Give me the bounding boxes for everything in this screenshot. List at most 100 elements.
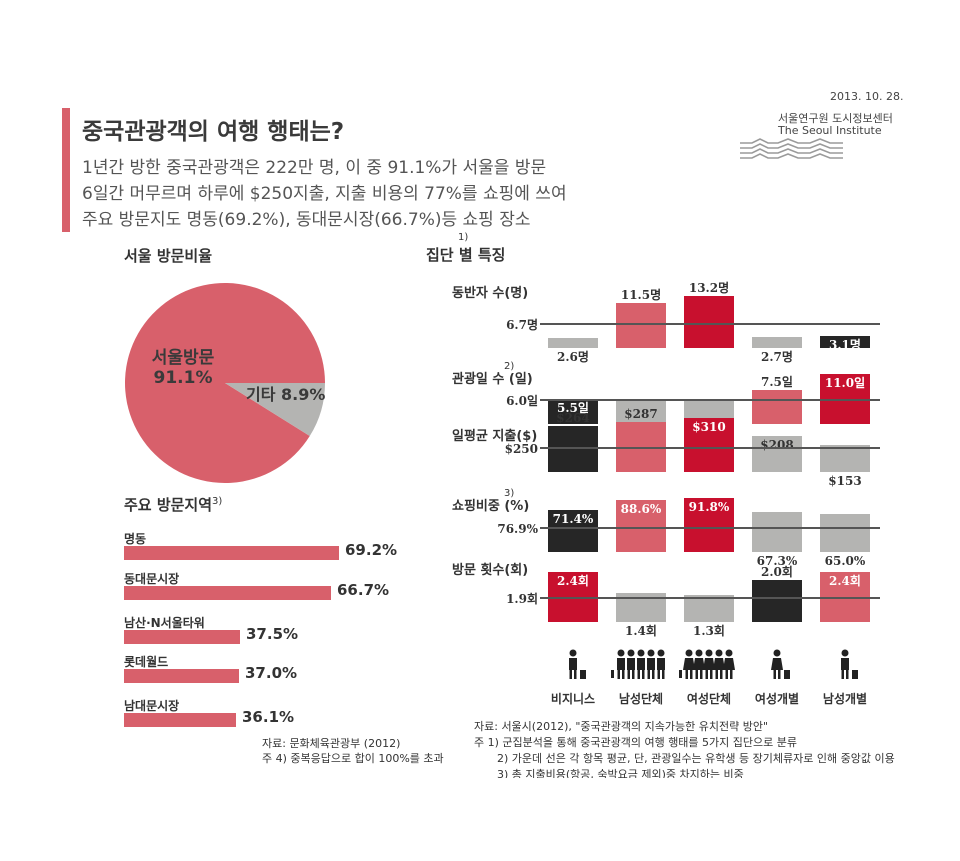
group-label-0: 비지니스 — [551, 691, 595, 706]
district-value-0: 69.2% — [345, 541, 398, 559]
metric-1-label-3: 7.5일 — [761, 375, 793, 389]
metric-3-bar-1 — [616, 500, 666, 552]
metric-0-label-0: 2.6명 — [557, 350, 589, 364]
metric-average-label-4: 1.9회 — [506, 591, 538, 606]
group-label-3: 여성개별 — [755, 691, 799, 706]
group-label-4: 남성개별 — [823, 691, 867, 706]
institute-name-en: The Seoul Institute — [778, 124, 882, 137]
metric-3-label-3: 67.3% — [757, 554, 798, 568]
district-value-1: 66.7% — [337, 581, 390, 599]
metric-average-label-2: $250 — [505, 442, 538, 456]
pie-slice-other — [225, 383, 325, 437]
metric-1-label-4: 11.0일 — [825, 376, 865, 390]
metric-title-2: 일평균 지출($) — [452, 428, 537, 444]
pie-label-seoul: 서울방문 91.1% — [138, 343, 228, 388]
seoul-institute-logo — [740, 138, 843, 159]
compare-section-title: 집단 별 특징 — [426, 244, 505, 265]
pie-label-other-value: 8.9% — [281, 385, 326, 404]
metric-title-0: 동반자 수(명) — [452, 285, 528, 301]
district-name-0: 명동 — [124, 532, 147, 546]
metric-4-label-2: 1.3회 — [693, 623, 725, 638]
title-accent-bar — [62, 108, 70, 232]
pie-section-title: 서울 방문비율 — [124, 247, 213, 265]
districts-section-title: 주요 방문지역3) — [124, 494, 222, 515]
metric-4-bar-3 — [752, 580, 802, 622]
metric-2-bar-4 — [820, 445, 870, 472]
page-title: 중국관광객의 여행 행태는? — [82, 119, 345, 145]
metric-3-bar-3 — [752, 512, 802, 552]
metric-4-label-1: 1.4회 — [625, 623, 657, 638]
metric-3-label-4: 65.0% — [825, 554, 866, 568]
metric-3-label-2: 91.8% — [689, 500, 730, 514]
right-footnote-3: 3) 총 지출비용(항공, 숙박요금 제외)중 차지하는 비중 — [497, 768, 744, 778]
male-individual-icon — [841, 649, 858, 679]
metric-2-label-2: $310 — [692, 420, 725, 434]
metric-title-1: 관광일 수 (일) — [452, 371, 533, 387]
institute-name-ko: 서울연구원 도시정보센터 — [778, 112, 893, 125]
metric-footnote-3: 3) — [504, 488, 514, 499]
metric-3-label-1: 88.6% — [621, 502, 662, 516]
right-footnote-2: 2) 가운데 선은 각 항목 평균, 단, 관광일수는 유학생 등 장기체류자로… — [497, 752, 895, 765]
date-label: 2013. 10. 28. — [830, 90, 904, 103]
district-value-4: 36.1% — [242, 708, 295, 726]
district-bar-0 — [124, 546, 339, 560]
district-value-2: 37.5% — [246, 625, 299, 643]
metric-3-bar-0 — [548, 510, 598, 552]
group-label-2: 여성단체 — [687, 691, 731, 706]
metric-4-label-4: 2.4회 — [829, 573, 861, 588]
district-bar-3 — [124, 669, 239, 683]
district-bar-4 — [124, 713, 236, 727]
pie-slice-seoul — [124, 283, 325, 483]
metric-4-label-3: 2.0회 — [761, 564, 793, 579]
metric-0-label-3: 2.7명 — [761, 350, 793, 364]
district-bar-2 — [124, 630, 240, 644]
left-source-note: 자료: 문화체육관광부 (2012) — [262, 737, 401, 750]
district-name-2: 남산·N서울타워 — [124, 616, 205, 630]
female-individual-icon — [771, 649, 790, 679]
metric-2-bar-3 — [752, 436, 802, 472]
business-person-icon — [569, 649, 586, 679]
metric-0-bar-2 — [684, 296, 734, 348]
metric-title-4: 방문 횟수(회) — [452, 562, 528, 578]
metric-0-bar-0 — [548, 338, 598, 348]
right-source-note: 자료: 서울시(2012), "중국관광객의 지속가능한 유치전략 방안" — [474, 720, 769, 733]
pie-label-seoul-value: 91.1% — [153, 368, 213, 388]
left-footnote: 주 4) 중복응답으로 합이 100%를 초과 — [262, 752, 444, 765]
district-value-3: 37.0% — [245, 664, 298, 682]
metric-4-bar-2 — [684, 595, 734, 622]
metric-1-label-0: 5.5일 — [557, 401, 589, 415]
metric-footnote-1: 2) — [504, 361, 514, 372]
metric-3-bar-4 — [820, 514, 870, 552]
pie-label-other: 기타 8.9% — [246, 381, 325, 405]
metric-1-bar-3 — [752, 390, 802, 424]
seoul-visit-pie-chart — [124, 283, 325, 483]
metric-0-bar-4 — [820, 336, 870, 348]
district-name-4: 남대문시장 — [124, 699, 180, 713]
pie-label-other-name: 기타 — [246, 385, 276, 404]
metric-0-label-1: 11.5명 — [621, 288, 661, 302]
metric-3-label-0: 71.4% — [553, 512, 594, 526]
metric-1-bar-1 — [616, 401, 666, 424]
metric-0-bar-1 — [616, 303, 666, 348]
metric-0-label-2: 13.2명 — [689, 281, 729, 295]
district-name-3: 롯데월드 — [124, 655, 169, 669]
metric-0-bar-3 — [752, 337, 802, 348]
compare-title-text: 집단 별 특징 — [426, 246, 506, 264]
metric-3-bar-2 — [684, 498, 734, 552]
metric-0-label-4: 3.1명 — [829, 338, 861, 352]
metric-2-bar-2 — [684, 418, 734, 472]
district-name-1: 동대문시장 — [124, 572, 180, 586]
subtitle-line-1: 1년간 방한 중국관광객은 222만 명, 이 중 91.1%가 서울을 방문 — [82, 158, 547, 178]
right-footnote-1: 주 1) 군집분석을 통해 중국관광객의 여행 행태를 5가지 집단으로 분류 — [474, 736, 797, 749]
group-label-1: 남성단체 — [619, 691, 663, 706]
metric-2-label-3: $208 — [760, 438, 793, 452]
metric-2-label-1: $287 — [624, 407, 657, 421]
metric-1-bar-0 — [548, 399, 598, 424]
male-group-icon — [611, 649, 665, 679]
subtitle-line-3: 주요 방문지도 명동(69.2%), 동대문시장(66.7%)등 쇼핑 장소 — [82, 210, 531, 230]
metric-2-label-0: $264 — [556, 411, 589, 425]
metric-2-label-4: $153 — [828, 474, 861, 488]
metric-4-label-0: 2.4회 — [557, 573, 589, 588]
pie-label-seoul-name: 서울방문 — [151, 348, 215, 368]
